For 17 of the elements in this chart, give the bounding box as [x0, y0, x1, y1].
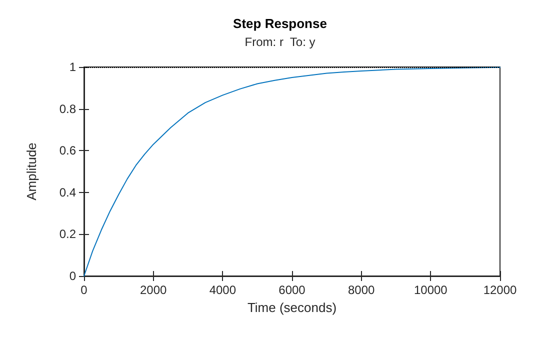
- y-tick-label: 0.6: [59, 144, 76, 158]
- x-tick-label: 10000: [414, 283, 448, 297]
- chart-title: Step Response: [233, 16, 327, 31]
- y-tick-label: 0: [69, 269, 76, 283]
- x-tick-label: 12000: [483, 283, 518, 297]
- x-tick-label: 8000: [348, 283, 376, 297]
- y-tick-label: 0.4: [59, 185, 76, 200]
- chart-subtitle: From: r To: y: [244, 35, 316, 49]
- y-tick-label: 1: [69, 60, 76, 74]
- x-tick-label: 2000: [140, 283, 168, 297]
- y-axis-title: Amplitude: [24, 142, 39, 200]
- y-tick-label: 0.8: [59, 102, 76, 116]
- x-tick-label: 4000: [209, 283, 236, 297]
- x-tick-label: 6000: [278, 283, 306, 297]
- y-tick-label: 0.2: [59, 227, 76, 242]
- x-axis-title: Time (seconds): [247, 300, 337, 315]
- x-tick-label: 0: [80, 283, 88, 297]
